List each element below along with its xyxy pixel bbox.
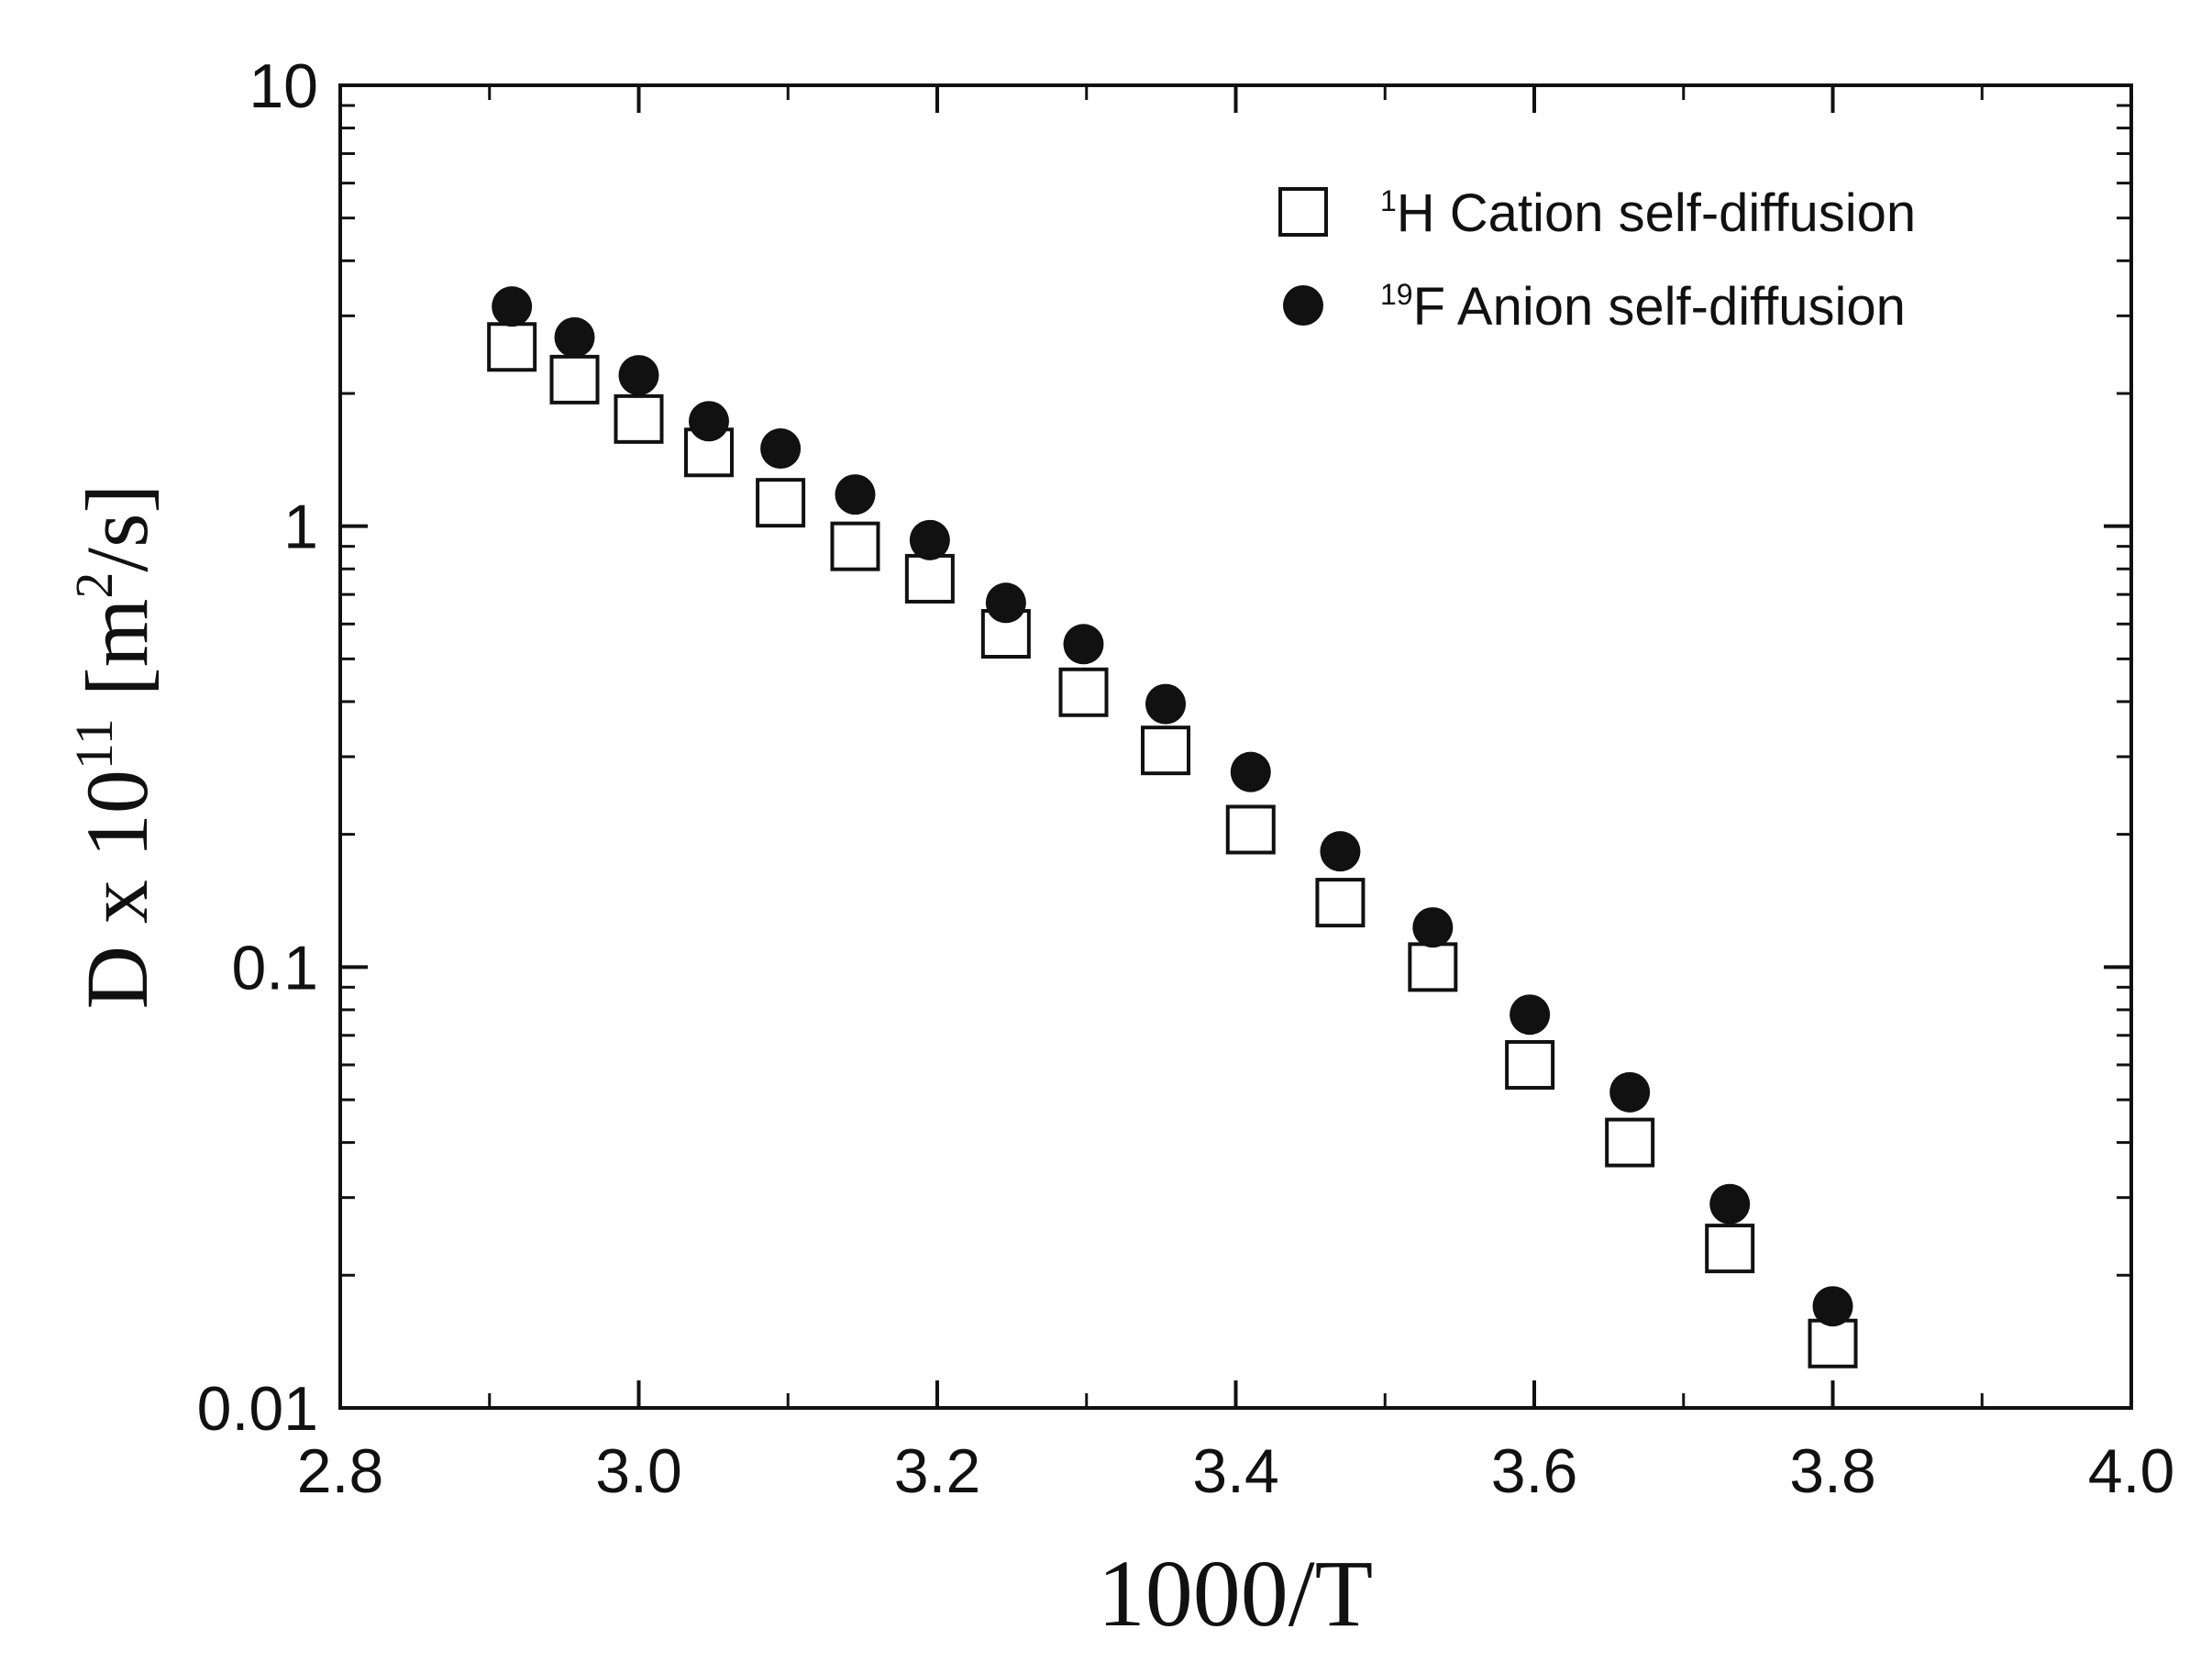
anion-data-point <box>1510 994 1551 1036</box>
cation-data-point <box>756 478 806 528</box>
legend-marker-anion <box>1283 285 1323 326</box>
cation-data-point <box>1605 1117 1655 1168</box>
y-title-unit-open: [m <box>68 599 166 719</box>
anion-data-point <box>1812 1286 1853 1327</box>
anion-data-point <box>1145 683 1187 725</box>
axis-tick-labels: 2.8 3.0 3.2 3.4 3.6 3.8 4.0 0.01 0.1 1 10 <box>197 51 2175 1506</box>
legend: 1H Cation self-diffusion 19F Anion self-… <box>1278 183 1916 337</box>
legend-sup-cation: 1 <box>1380 184 1397 217</box>
anion-data-point <box>835 474 876 515</box>
anion-data-point <box>1709 1183 1751 1224</box>
cation-data-point <box>1505 1039 1555 1090</box>
y-title-unit-exponent: 2 <box>64 572 124 599</box>
cation-data-point <box>487 322 537 372</box>
anion-data-point <box>1320 831 1361 872</box>
x-tick-label: 3.8 <box>1789 1436 1876 1506</box>
x-tick-label: 3.2 <box>894 1436 981 1506</box>
cation-data-point <box>1408 942 1458 992</box>
legend-sup-anion: 19 <box>1380 278 1413 311</box>
anion-data-point <box>492 286 533 327</box>
legend-label-anion: 19F Anion self-diffusion <box>1380 277 1906 337</box>
axis-ticks <box>338 83 2133 1410</box>
y-tick-label: 0.1 <box>231 933 318 1003</box>
cation-data-point <box>1808 1318 1858 1368</box>
legend-marker-cation <box>1278 187 1328 237</box>
anion-data-point <box>688 401 729 442</box>
anion-data-point <box>909 519 950 560</box>
anion-data-point <box>618 355 659 396</box>
anion-data-point <box>1609 1071 1651 1113</box>
legend-text-cation: H Cation self-diffusion <box>1397 183 1916 243</box>
x-tick-label: 2.8 <box>297 1436 384 1506</box>
x-axis-title: 1000/T <box>1098 1541 1373 1646</box>
cation-data-point <box>904 553 955 604</box>
y-tick-label: 1 <box>283 493 318 562</box>
y-tick-label: 10 <box>249 51 318 121</box>
y-tick-label: 0.01 <box>197 1374 318 1444</box>
cation-data-point <box>1141 726 1191 776</box>
cation-data-point <box>830 521 880 571</box>
legend-text-anion: F Anion self-diffusion <box>1413 277 1906 337</box>
anion-data-point <box>985 582 1026 624</box>
x-tick-label: 3.0 <box>595 1436 682 1506</box>
x-tick-label: 3.6 <box>1491 1436 1578 1506</box>
y-title-prefix: D x 10 <box>68 770 166 1009</box>
cation-data-point <box>1058 667 1109 717</box>
anion-data-point <box>1063 624 1104 665</box>
x-tick-label: 3.4 <box>1192 1436 1279 1506</box>
cation-data-point <box>1705 1224 1755 1274</box>
anion-data-point <box>554 316 595 358</box>
x-tick-label: 4.0 <box>2088 1436 2175 1506</box>
anion-data-point <box>1230 751 1271 792</box>
y-axis-title: D x 1011 [m2/s] <box>64 484 166 1010</box>
cation-data-point <box>1225 804 1276 855</box>
anion-data-point <box>1412 907 1454 948</box>
cation-data-point <box>614 393 664 444</box>
legend-label-cation: 1H Cation self-diffusion <box>1380 183 1916 243</box>
cation-data-point <box>1315 878 1366 928</box>
cation-data-point <box>549 354 600 404</box>
y-title-exponent: 11 <box>64 718 124 770</box>
data-markers <box>487 286 1858 1368</box>
y-title-unit-close: /s] <box>68 484 166 572</box>
anion-data-point <box>760 428 802 470</box>
